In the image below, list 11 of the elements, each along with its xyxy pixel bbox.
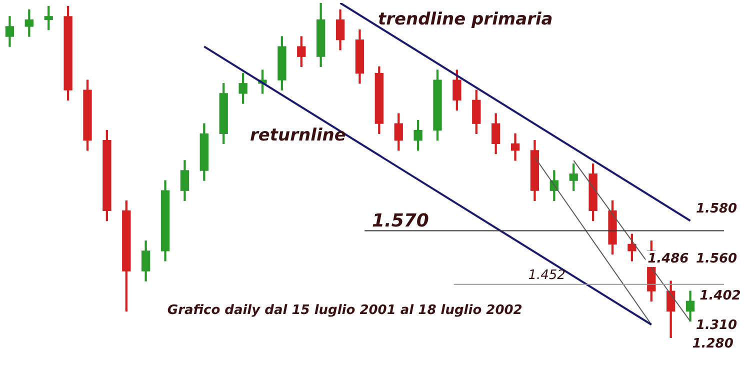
- annotation: 1.452: [528, 268, 566, 284]
- annotation: 1.310: [696, 318, 738, 333]
- annotation: 1.486: [648, 251, 689, 266]
- series-label: trendline primaria: [378, 9, 553, 30]
- annotation: 1.570: [372, 210, 429, 232]
- annotation: Grafico daily dal 15 luglio 2001 al 18 luglio 2002: [167, 303, 522, 318]
- series-label: returnline: [250, 125, 346, 146]
- annotation: 1.280: [692, 336, 734, 352]
- annotation: 1.580: [696, 201, 738, 216]
- annotation: 1.560: [696, 251, 738, 266]
- annotation: 1.402: [700, 288, 741, 304]
